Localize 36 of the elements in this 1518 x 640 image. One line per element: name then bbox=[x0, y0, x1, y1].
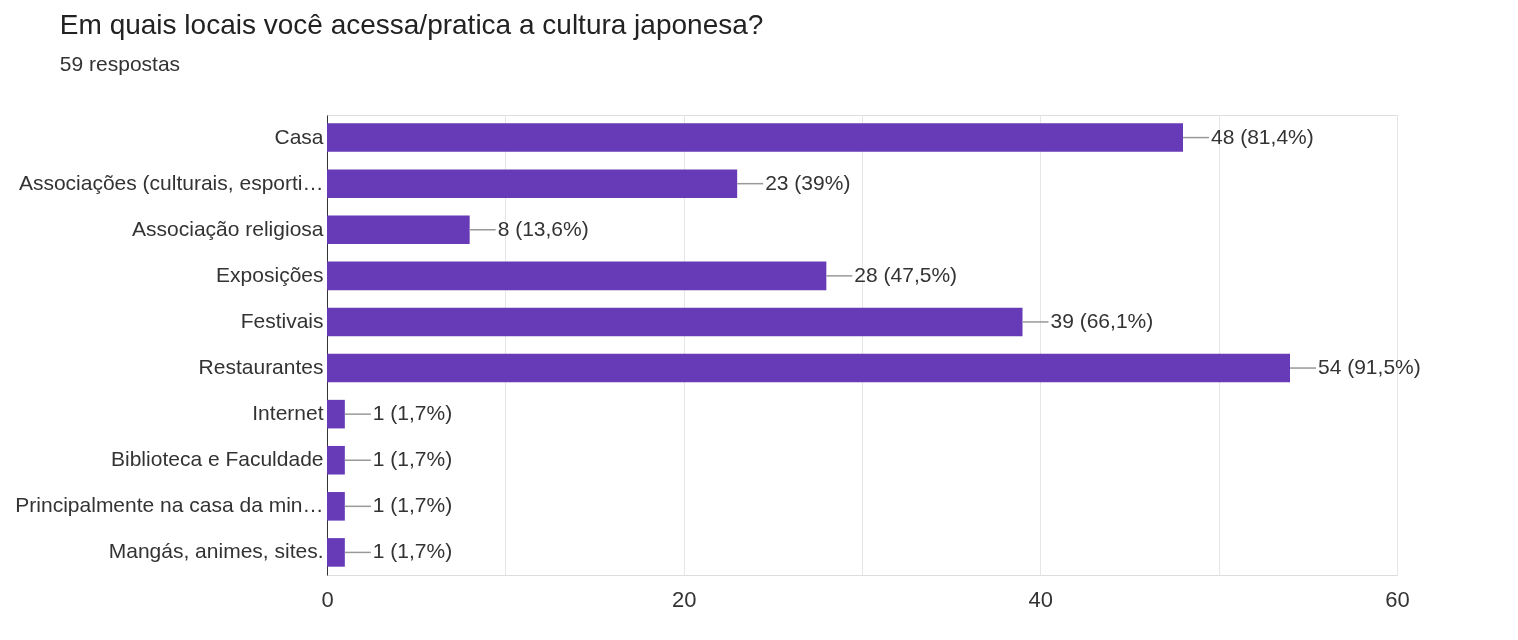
x-tick-label: 20 bbox=[671, 586, 697, 612]
y-tick-label: Restaurantes bbox=[198, 355, 324, 379]
y-tick-label: Internet bbox=[252, 401, 324, 425]
x-tick-label: 40 bbox=[1028, 586, 1054, 612]
data-label: 1 (1,7%) bbox=[372, 401, 453, 425]
x-tick-label: 60 bbox=[1385, 586, 1410, 612]
data-label: 39 (66,1%) bbox=[1050, 308, 1154, 332]
data-label: 54 (91,5%) bbox=[1318, 355, 1421, 379]
y-tick-label: Associações (culturais, esporti… bbox=[18, 170, 324, 194]
bar bbox=[327, 215, 470, 245]
data-label: 1 (1,7%) bbox=[372, 539, 453, 563]
data-label: 23 (39%) bbox=[765, 170, 851, 194]
bar bbox=[327, 123, 1183, 152]
y-tick-label: Exposições bbox=[216, 262, 324, 286]
bar bbox=[327, 445, 345, 475]
bar bbox=[327, 399, 345, 429]
bar bbox=[327, 307, 1023, 337]
data-label: 48 (81,4%) bbox=[1211, 124, 1314, 148]
bar bbox=[327, 492, 345, 521]
chart-title: Em quais locais você acessa/pratica a cultura japonesa? bbox=[59, 9, 764, 40]
data-label: 8 (13,6%) bbox=[497, 216, 589, 240]
y-tick-label: Casa bbox=[274, 124, 324, 148]
data-label: 1 (1,7%) bbox=[372, 493, 453, 517]
x-tick-label: 0 bbox=[321, 586, 334, 612]
data-label: 28 (47,5%) bbox=[854, 262, 958, 286]
y-tick-label: Mangás, animes, sites. bbox=[108, 539, 324, 563]
y-tick-label: Associação religiosa bbox=[132, 216, 324, 240]
bar bbox=[327, 169, 738, 198]
bar bbox=[327, 538, 345, 567]
y-tick-label: Biblioteca e Faculdade bbox=[111, 447, 324, 471]
y-tick-label: Principalmente na casa da min… bbox=[15, 493, 324, 517]
bar bbox=[327, 261, 827, 291]
y-tick-label: Festivais bbox=[240, 308, 324, 332]
bar bbox=[327, 353, 1290, 383]
data-label: 1 (1,7%) bbox=[372, 447, 453, 471]
text: 59 respostas bbox=[59, 52, 181, 75]
